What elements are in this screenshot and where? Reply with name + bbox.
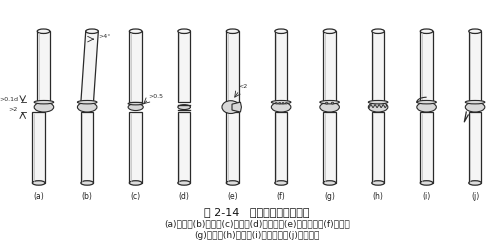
Text: (h): (h) <box>372 192 384 201</box>
FancyBboxPatch shape <box>130 31 142 102</box>
Text: (f): (f) <box>276 192 285 201</box>
FancyBboxPatch shape <box>178 112 190 183</box>
Text: >4°: >4° <box>98 34 110 39</box>
Ellipse shape <box>286 102 288 104</box>
Text: (a)偏心；(b)倾斜；(c)咬边；(d)未熔合；(e)焊包不匀；(f)气孔；: (a)偏心；(b)倾斜；(c)咬边；(d)未熔合；(e)焊包不匀；(f)气孔； <box>164 220 350 229</box>
Ellipse shape <box>78 102 97 112</box>
FancyBboxPatch shape <box>420 31 433 102</box>
FancyBboxPatch shape <box>81 112 94 183</box>
Ellipse shape <box>466 102 485 112</box>
Text: (i): (i) <box>422 192 430 201</box>
Ellipse shape <box>34 102 54 112</box>
FancyBboxPatch shape <box>275 31 287 102</box>
FancyBboxPatch shape <box>226 31 239 102</box>
Text: (g)烧伤；(h)夹渣；(i)焊包上翘；(j)焊包下流: (g)烧伤；(h)夹渣；(i)焊包上翘；(j)焊包下流 <box>194 231 320 240</box>
Ellipse shape <box>332 102 334 104</box>
FancyBboxPatch shape <box>324 31 336 102</box>
FancyBboxPatch shape <box>130 112 142 183</box>
Ellipse shape <box>128 104 143 111</box>
FancyBboxPatch shape <box>469 31 482 102</box>
Text: (e): (e) <box>228 192 238 201</box>
Text: (b): (b) <box>82 192 92 201</box>
Ellipse shape <box>128 102 143 105</box>
Ellipse shape <box>81 181 94 185</box>
FancyBboxPatch shape <box>37 31 50 102</box>
Text: >0.1d: >0.1d <box>0 97 18 102</box>
Polygon shape <box>232 102 241 112</box>
FancyBboxPatch shape <box>275 112 287 183</box>
FancyBboxPatch shape <box>469 112 482 183</box>
Ellipse shape <box>272 102 291 112</box>
FancyBboxPatch shape <box>372 112 384 183</box>
Ellipse shape <box>86 29 98 33</box>
Ellipse shape <box>372 29 384 33</box>
Ellipse shape <box>324 181 336 185</box>
Ellipse shape <box>34 100 54 104</box>
Ellipse shape <box>226 181 239 185</box>
Ellipse shape <box>278 102 280 104</box>
Ellipse shape <box>469 29 482 33</box>
Ellipse shape <box>368 102 388 112</box>
Ellipse shape <box>420 29 433 33</box>
Ellipse shape <box>326 102 328 104</box>
Text: >0.5: >0.5 <box>148 94 163 99</box>
Ellipse shape <box>178 29 190 33</box>
Ellipse shape <box>178 105 190 110</box>
Ellipse shape <box>368 100 388 104</box>
Ellipse shape <box>276 102 277 104</box>
FancyBboxPatch shape <box>324 112 336 183</box>
FancyBboxPatch shape <box>178 31 190 102</box>
Text: (c): (c) <box>130 192 140 201</box>
Text: <2: <2 <box>238 84 248 89</box>
Ellipse shape <box>282 102 284 104</box>
FancyBboxPatch shape <box>226 112 239 183</box>
FancyBboxPatch shape <box>32 112 45 183</box>
Ellipse shape <box>78 100 97 104</box>
FancyBboxPatch shape <box>420 112 433 183</box>
Text: (g): (g) <box>324 192 335 201</box>
Text: (j): (j) <box>471 192 479 201</box>
Ellipse shape <box>222 101 240 114</box>
Text: >2: >2 <box>8 107 18 112</box>
Ellipse shape <box>32 181 45 185</box>
Ellipse shape <box>130 29 142 33</box>
Ellipse shape <box>320 100 340 104</box>
Text: (a): (a) <box>34 192 44 201</box>
Ellipse shape <box>226 29 239 33</box>
Ellipse shape <box>130 181 142 185</box>
Ellipse shape <box>417 100 436 104</box>
Ellipse shape <box>275 29 287 33</box>
Ellipse shape <box>37 29 50 33</box>
Polygon shape <box>81 31 98 102</box>
Ellipse shape <box>466 100 485 104</box>
Ellipse shape <box>372 181 384 185</box>
Ellipse shape <box>275 181 287 185</box>
Ellipse shape <box>417 102 436 112</box>
Ellipse shape <box>469 181 482 185</box>
Ellipse shape <box>324 29 336 33</box>
Ellipse shape <box>320 102 340 112</box>
Ellipse shape <box>272 100 291 104</box>
Ellipse shape <box>420 181 433 185</box>
FancyBboxPatch shape <box>372 31 384 102</box>
Ellipse shape <box>178 181 190 185</box>
Text: 图 2-14   电渣压力焊接头缺陷: 图 2-14 电渣压力焊接头缺陷 <box>204 207 310 216</box>
Text: (d): (d) <box>178 192 190 201</box>
